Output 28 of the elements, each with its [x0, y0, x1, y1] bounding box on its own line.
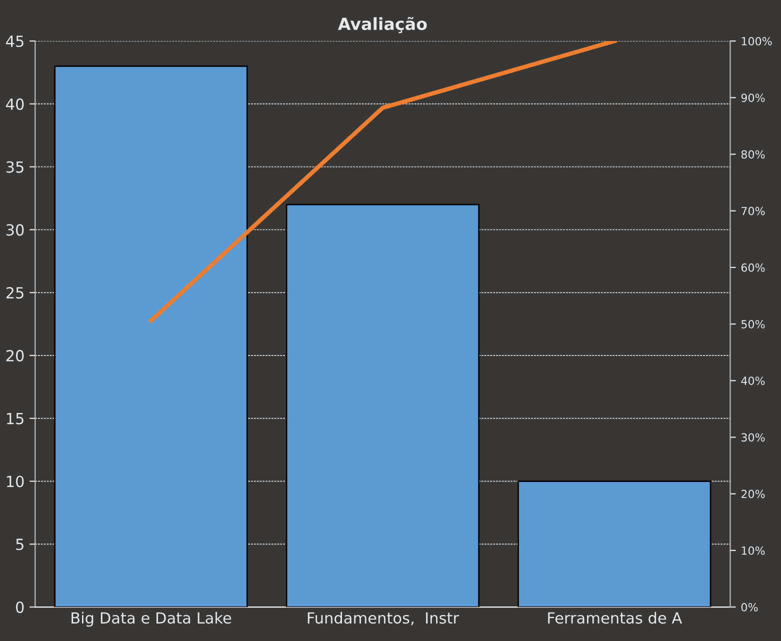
- y2-tick-label: 60%: [741, 263, 765, 272]
- x-tick-label: Ferramentas de A: [548, 612, 682, 624]
- y2-tick-label: 100%: [742, 37, 772, 46]
- y-tick-label: 30: [6, 224, 24, 236]
- x-tick-label: Big Data e Data Lake: [72, 612, 232, 627]
- y-tick-label: 0: [16, 601, 24, 614]
- y-tick-label: 10: [6, 476, 24, 488]
- bar: [54, 65, 248, 608]
- y-tick-label: 25: [6, 287, 24, 299]
- y-tick-label: 45: [6, 36, 24, 48]
- bar: [518, 480, 712, 608]
- chart-title: Avaliação: [338, 16, 427, 34]
- y-tick-label: 35: [6, 161, 24, 173]
- y2-tick-label: 50%: [742, 320, 765, 328]
- y2-tick-label: 40%: [741, 376, 765, 386]
- y-tick-label: 20: [6, 350, 24, 362]
- y-tick-label: 5: [16, 538, 24, 550]
- bar: [286, 204, 480, 608]
- y2-tick-label: 70%: [742, 206, 765, 216]
- y-tick-label: 15: [6, 413, 24, 424]
- y2-tick-label: 10%: [742, 546, 765, 555]
- y2-tick-label: 80%: [741, 150, 765, 159]
- y2-tick-label: 30%: [742, 433, 765, 442]
- y2-tick-label: 0%: [741, 603, 758, 612]
- y-tick-label: 40: [6, 98, 24, 110]
- y2-tick-label: 20%: [741, 490, 765, 498]
- x-tick-label: Fundamentos, Instr: [308, 612, 460, 626]
- y2-tick-label: 90%: [741, 94, 765, 102]
